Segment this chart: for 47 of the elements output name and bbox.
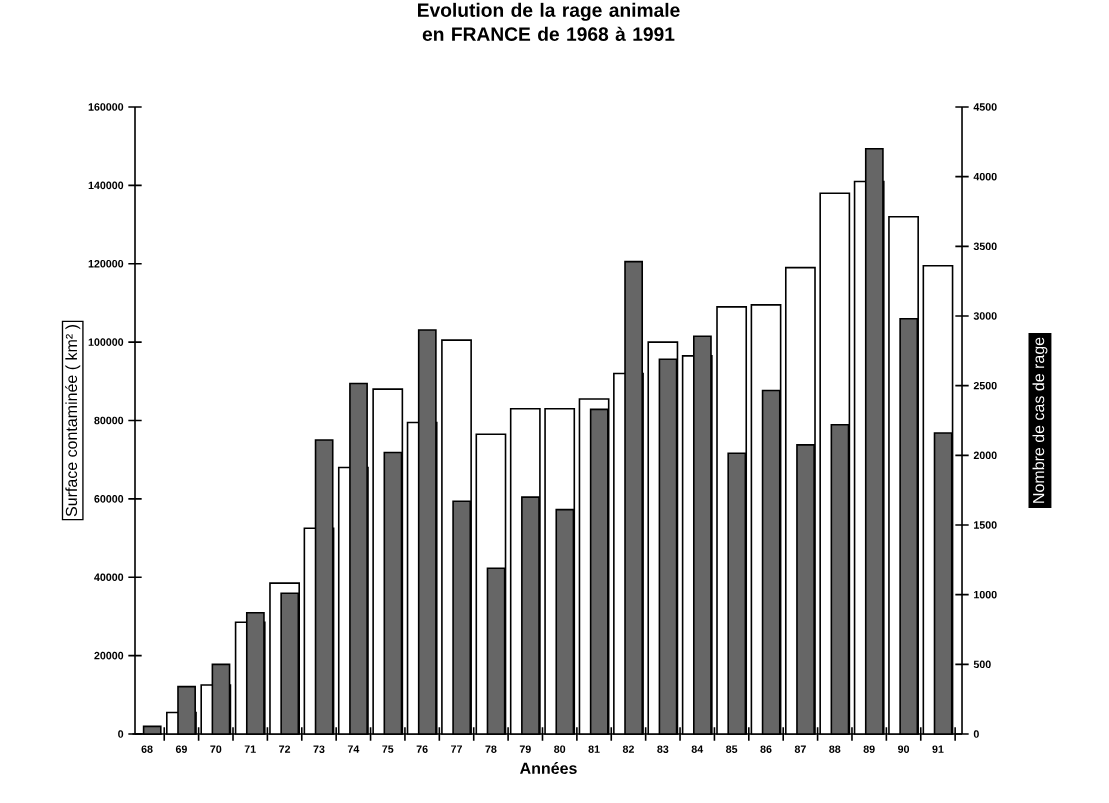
x-tick-label: 69 — [175, 745, 187, 753]
y-axis-title: Surface contaminée ( km² ) — [65, 325, 81, 517]
y2-tick-label: 3500 — [973, 242, 997, 251]
x-tick-label: 89 — [863, 745, 875, 753]
x-tick-label: 83 — [657, 745, 669, 753]
x-tick-label: 80 — [554, 745, 566, 753]
x-tick-label: 68 — [141, 745, 153, 753]
y2-tick-label: 1000 — [974, 590, 997, 599]
x-tick-label: 77 — [451, 745, 462, 753]
y-tick-label: 160000 — [88, 103, 124, 111]
x-tick-label: 88 — [829, 745, 841, 753]
y-tick-label: 140000 — [88, 181, 124, 190]
y-tick-label: 40000 — [94, 573, 124, 582]
y-tick-label: 0 — [118, 730, 124, 738]
x-tick-label: 90 — [898, 745, 910, 753]
x-tick-label: 71 — [244, 745, 256, 753]
x-tick-label: 76 — [416, 745, 428, 753]
x-tick-label: 78 — [485, 745, 497, 753]
x-tick-label: 72 — [279, 745, 291, 753]
chart-title: Evolution de la rage animale en FRANCE de 1968 à 1991 — [418, 2, 680, 41]
y2-tick-label: 1500 — [974, 521, 997, 529]
y2-tick-label: 500 — [973, 660, 991, 669]
x-tick-label: 73 — [313, 745, 325, 753]
y2-tick-label: 2500 — [973, 381, 997, 390]
x-tick-label: 74 — [347, 745, 360, 753]
y-tick-label: 120000 — [88, 259, 124, 268]
y2-tick-label: 0 — [973, 730, 979, 738]
y-tick-label: 80000 — [94, 416, 124, 425]
x-tick-label: 70 — [210, 745, 222, 753]
y-tick-label: 60000 — [94, 495, 124, 503]
y2-axis-title: Nombre de cas de rage — [1032, 337, 1048, 503]
x-tick-label: 91 — [932, 745, 944, 753]
y2-tick-label: 2000 — [973, 451, 997, 460]
x-tick-label: 81 — [588, 745, 600, 753]
y2-tick-label: 4500 — [973, 103, 997, 111]
y2-tick-label: 3000 — [973, 312, 997, 320]
y-tick-label: 20000 — [94, 651, 124, 660]
x-tick-label: 82 — [622, 745, 634, 753]
x-axis-title: Années — [520, 762, 577, 774]
x-tick-label: 86 — [760, 745, 772, 753]
x-tick-label: 79 — [519, 745, 531, 753]
x-tick-label: 85 — [726, 745, 738, 753]
y-tick-label: 100000 — [88, 338, 124, 346]
x-tick-label: 75 — [382, 745, 394, 753]
x-tick-label: 87 — [794, 745, 806, 753]
y2-tick-label: 4000 — [973, 172, 997, 181]
x-tick-label: 84 — [691, 745, 704, 753]
